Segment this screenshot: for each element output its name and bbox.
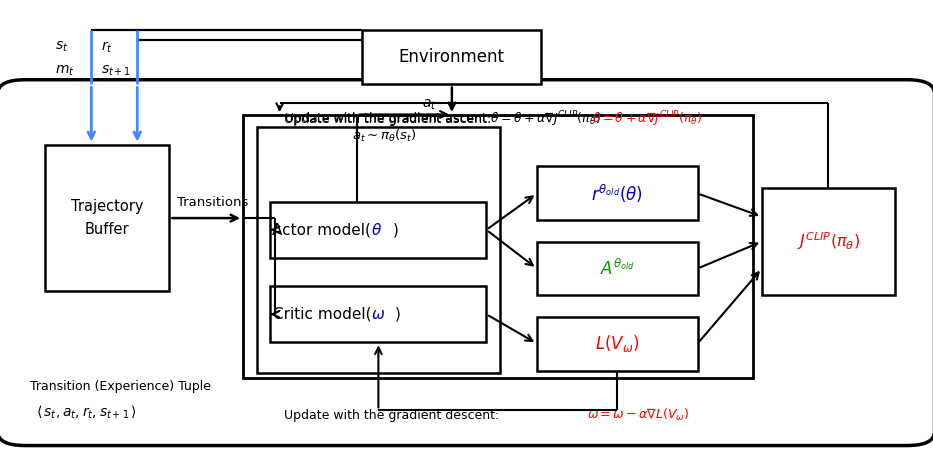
- Text: $\theta = \theta + \alpha\nabla J^{CLIP}(\pi_{\theta})$: $\theta = \theta + \alpha\nabla J^{CLIP}…: [592, 110, 703, 129]
- Text: Transition (Experience) Tuple: Transition (Experience) Tuple: [30, 380, 211, 393]
- Text: Environment: Environment: [399, 48, 505, 67]
- Text: $\langle\, s_t, a_t, r_t, s_{t+1}\,\rangle$: $\langle\, s_t, a_t, r_t, s_{t+1}\,\rang…: [36, 404, 137, 422]
- FancyBboxPatch shape: [243, 115, 753, 378]
- Text: $r_t$: $r_t$: [101, 39, 112, 54]
- FancyBboxPatch shape: [362, 30, 541, 84]
- Text: $A^{\theta_{old}}$: $A^{\theta_{old}}$: [600, 258, 634, 279]
- Text: Transitions: Transitions: [176, 197, 248, 209]
- Text: Critic model(: Critic model(: [272, 307, 371, 322]
- Text: Actor model(: Actor model(: [272, 222, 371, 237]
- Text: $s_{t+1}$: $s_{t+1}$: [101, 63, 131, 77]
- Text: $a_t{\sim}\pi_{\theta}(s_t)$: $a_t{\sim}\pi_{\theta}(s_t)$: [353, 128, 417, 144]
- FancyBboxPatch shape: [257, 127, 500, 373]
- Text: Trajectory
Buffer: Trajectory Buffer: [71, 199, 144, 237]
- Text: Update with the gradient ascent:: Update with the gradient ascent:: [285, 113, 492, 126]
- Text: $\theta$: $\theta$: [371, 222, 383, 238]
- Text: $J^{CLIP}(\pi_{\theta})$: $J^{CLIP}(\pi_{\theta})$: [797, 231, 860, 252]
- Text: $\omega = \omega - \alpha\nabla L(V_{\omega})$: $\omega = \omega - \alpha\nabla L(V_{\om…: [588, 407, 689, 423]
- FancyBboxPatch shape: [46, 145, 170, 291]
- FancyBboxPatch shape: [536, 242, 698, 295]
- Text: Update with the gradient ascent:$\theta = \theta + \alpha\nabla J^{CLIP}(\pi_{\t: Update with the gradient ascent:$\theta …: [285, 110, 601, 129]
- FancyBboxPatch shape: [271, 202, 486, 258]
- Text: $\omega$: $\omega$: [371, 307, 385, 322]
- Text: $m_t$: $m_t$: [55, 63, 75, 77]
- FancyBboxPatch shape: [762, 188, 895, 295]
- Text: $s_t$: $s_t$: [55, 40, 68, 54]
- FancyBboxPatch shape: [536, 166, 698, 220]
- Text: ): ): [393, 222, 399, 237]
- FancyBboxPatch shape: [536, 317, 698, 371]
- Text: $r^{\theta_{old}}(\theta)$: $r^{\theta_{old}}(\theta)$: [592, 182, 643, 205]
- FancyBboxPatch shape: [271, 286, 486, 342]
- FancyBboxPatch shape: [0, 80, 933, 446]
- Text: $L(V_{\omega})$: $L(V_{\omega})$: [595, 333, 639, 354]
- Text: ): ): [395, 307, 401, 322]
- Text: Update with the gradient descent:: Update with the gradient descent:: [285, 408, 499, 422]
- Text: $a_t$: $a_t$: [423, 98, 437, 112]
